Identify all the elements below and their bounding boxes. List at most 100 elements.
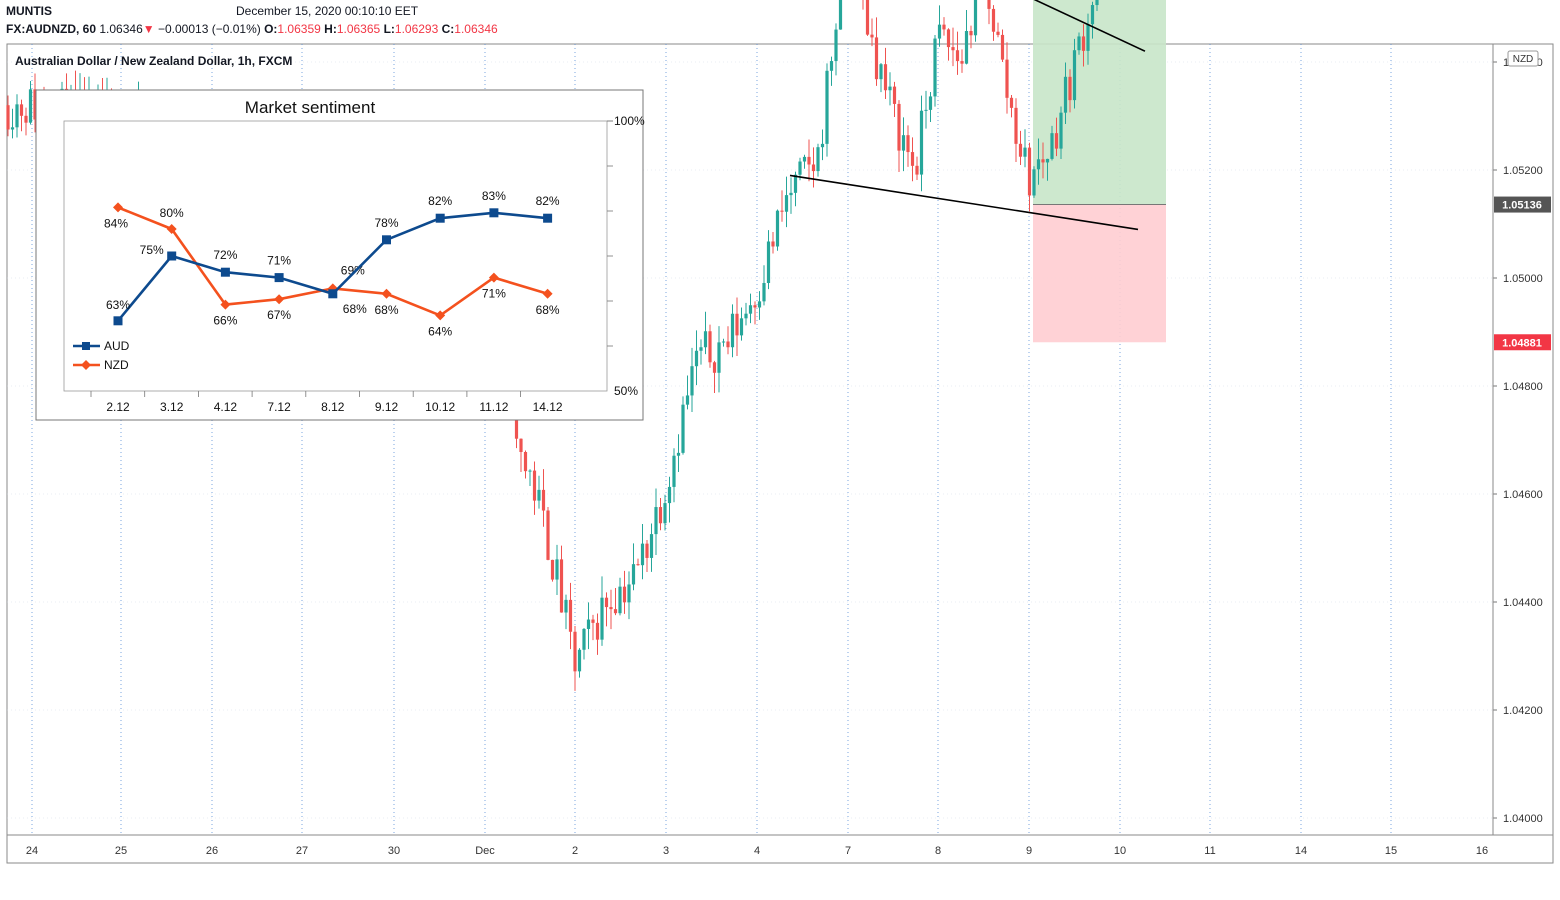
x-tick-label: 16 bbox=[1476, 845, 1488, 857]
wedge-lower-line bbox=[789, 174, 1139, 231]
candle-body bbox=[897, 103, 901, 151]
candle-body bbox=[829, 61, 834, 71]
y-tick-label: 1.04400 bbox=[1503, 597, 1543, 609]
candle-body bbox=[10, 127, 15, 130]
candle-body bbox=[1090, 5, 1095, 25]
candle-body bbox=[712, 362, 717, 373]
candle-body bbox=[591, 619, 595, 623]
x-tick-label: 24 bbox=[26, 845, 38, 857]
aud-point bbox=[543, 213, 553, 223]
aud-data-label: 63% bbox=[106, 298, 130, 312]
nzd-point bbox=[166, 224, 177, 234]
candle-body bbox=[991, 8, 996, 32]
candle-body bbox=[699, 347, 703, 351]
candle-body bbox=[807, 156, 811, 165]
snapshot-date: December 15, 2020 00:10:10 EET bbox=[236, 4, 419, 18]
price-label-text: 1.05136 bbox=[1502, 200, 1542, 212]
aud-series: 63% 75% 72% 71% 68% 78% 82% 83% 82% bbox=[106, 189, 560, 326]
candle-body bbox=[654, 507, 658, 535]
candle-body bbox=[546, 510, 550, 560]
chart-frame bbox=[6, 43, 1554, 864]
candle-body bbox=[1054, 133, 1059, 149]
x-tick-label: 26 bbox=[206, 845, 218, 857]
nzd-data-label: 84% bbox=[104, 216, 128, 230]
candle-body bbox=[888, 86, 892, 91]
aud-data-label: 78% bbox=[374, 216, 398, 230]
x-tick-label: 3 bbox=[663, 845, 669, 857]
y-tick-label: 1.04200 bbox=[1503, 705, 1543, 717]
chart-title: Australian Dollar / New Zealand Dollar, … bbox=[15, 54, 292, 68]
price-change: −0.00013 (−0.01%) bbox=[157, 22, 261, 36]
chart-header: MUNTIS December 15, 2020 00:10:10 EET FX… bbox=[6, 4, 1546, 40]
candle-body bbox=[757, 301, 762, 308]
x-tick-label: 4 bbox=[754, 845, 760, 857]
candle-body bbox=[627, 584, 631, 603]
candle-body bbox=[1023, 147, 1027, 157]
nzd-point bbox=[220, 299, 231, 310]
candle-body bbox=[645, 543, 649, 558]
candle-body bbox=[6, 105, 10, 130]
sentiment-x-tick: 14.12 bbox=[533, 400, 563, 414]
high-label: H: bbox=[324, 22, 337, 36]
candle-body bbox=[964, 31, 969, 64]
candle-body bbox=[960, 61, 964, 64]
candle-body bbox=[568, 599, 573, 632]
author-name: MUNTIS bbox=[6, 4, 52, 18]
candle-body bbox=[676, 452, 681, 456]
price-label-box bbox=[1494, 196, 1551, 213]
close-value: 1.06346 bbox=[454, 22, 498, 36]
open-label: O: bbox=[264, 22, 278, 36]
candle-body bbox=[1027, 147, 1032, 196]
candle-body bbox=[1086, 24, 1090, 51]
candle-body bbox=[951, 47, 955, 51]
candle-body bbox=[703, 331, 708, 348]
candle-body bbox=[793, 174, 798, 193]
x-tick-label: 11 bbox=[1204, 845, 1215, 857]
low-value: 1.06293 bbox=[394, 22, 439, 36]
aud-point bbox=[113, 316, 123, 326]
candle-body bbox=[622, 586, 627, 603]
y-tick-label: 1.04600 bbox=[1503, 489, 1543, 501]
candle-body bbox=[928, 96, 933, 110]
profit-zone bbox=[1033, 0, 1166, 205]
price-label-box bbox=[1494, 334, 1551, 351]
candle-body bbox=[1009, 97, 1014, 108]
sentiment-x-tick: 9.12 bbox=[375, 400, 399, 414]
candle-body bbox=[816, 147, 820, 172]
candle-body bbox=[924, 109, 928, 111]
candle-body bbox=[717, 342, 721, 373]
legend-label: AUD bbox=[104, 339, 130, 353]
aud-data-label: 82% bbox=[428, 194, 452, 208]
candle-body bbox=[946, 29, 951, 48]
candle-body bbox=[595, 622, 600, 640]
candle-body bbox=[28, 89, 33, 123]
candle-body bbox=[1081, 36, 1086, 51]
candle-body bbox=[874, 37, 879, 80]
y-tick-label: 1.04000 bbox=[1503, 813, 1543, 825]
candle-body bbox=[667, 486, 672, 504]
low-label: L: bbox=[383, 22, 395, 36]
candle-body bbox=[1005, 59, 1009, 98]
x-tick-label: Dec bbox=[475, 845, 495, 857]
candle-body bbox=[618, 586, 622, 614]
candle-body bbox=[1045, 158, 1050, 163]
candle-body bbox=[523, 451, 528, 472]
candle-body bbox=[771, 241, 775, 247]
sentiment-x-tick: 4.12 bbox=[214, 400, 238, 414]
candle-body bbox=[973, 0, 978, 36]
aud-point bbox=[328, 289, 338, 299]
candle-body bbox=[1018, 143, 1023, 157]
nzd-series: 84%80%66% 67%69%68%64%71%68% bbox=[104, 202, 560, 338]
open-value: 1.06359 bbox=[277, 22, 321, 36]
candle-body bbox=[519, 438, 523, 452]
nzd-data-label: 68% bbox=[374, 303, 398, 317]
close-label: C: bbox=[441, 22, 455, 36]
x-tick-label: 15 bbox=[1385, 845, 1397, 857]
nzd-point bbox=[542, 288, 553, 299]
x-tick-label: 2 bbox=[572, 845, 578, 857]
candle-body bbox=[834, 29, 838, 62]
candle-body bbox=[537, 489, 541, 501]
candle-body bbox=[762, 283, 766, 302]
candle-body bbox=[865, 0, 870, 35]
